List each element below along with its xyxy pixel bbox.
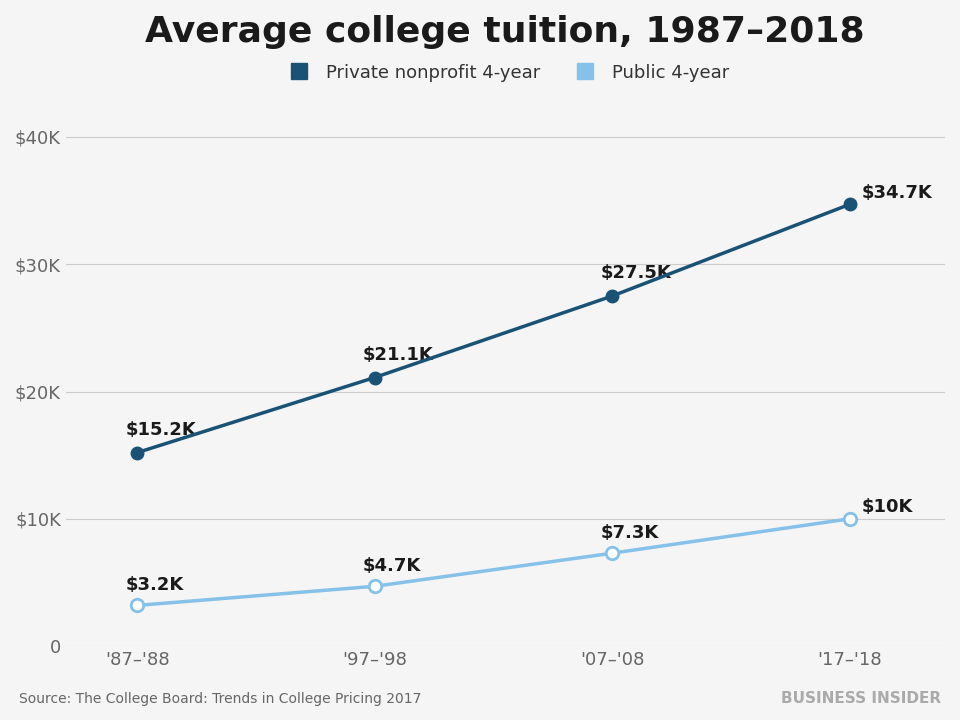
Title: Average college tuition, 1987–2018: Average college tuition, 1987–2018	[145, 15, 865, 49]
Text: $15.2K: $15.2K	[125, 420, 196, 438]
Text: $7.3K: $7.3K	[600, 523, 659, 541]
Text: $34.7K: $34.7K	[861, 184, 932, 202]
Legend: Private nonprofit 4-year, Public 4-year: Private nonprofit 4-year, Public 4-year	[274, 56, 737, 89]
Text: $4.7K: $4.7K	[363, 557, 421, 575]
Text: BUSINESS INSIDER: BUSINESS INSIDER	[780, 690, 941, 706]
Text: Source: The College Board: Trends in College Pricing 2017: Source: The College Board: Trends in Col…	[19, 692, 421, 706]
Text: $27.5K: $27.5K	[600, 264, 671, 282]
Text: $21.1K: $21.1K	[363, 346, 434, 364]
Text: $3.2K: $3.2K	[125, 576, 183, 594]
Text: $10K: $10K	[861, 498, 913, 516]
